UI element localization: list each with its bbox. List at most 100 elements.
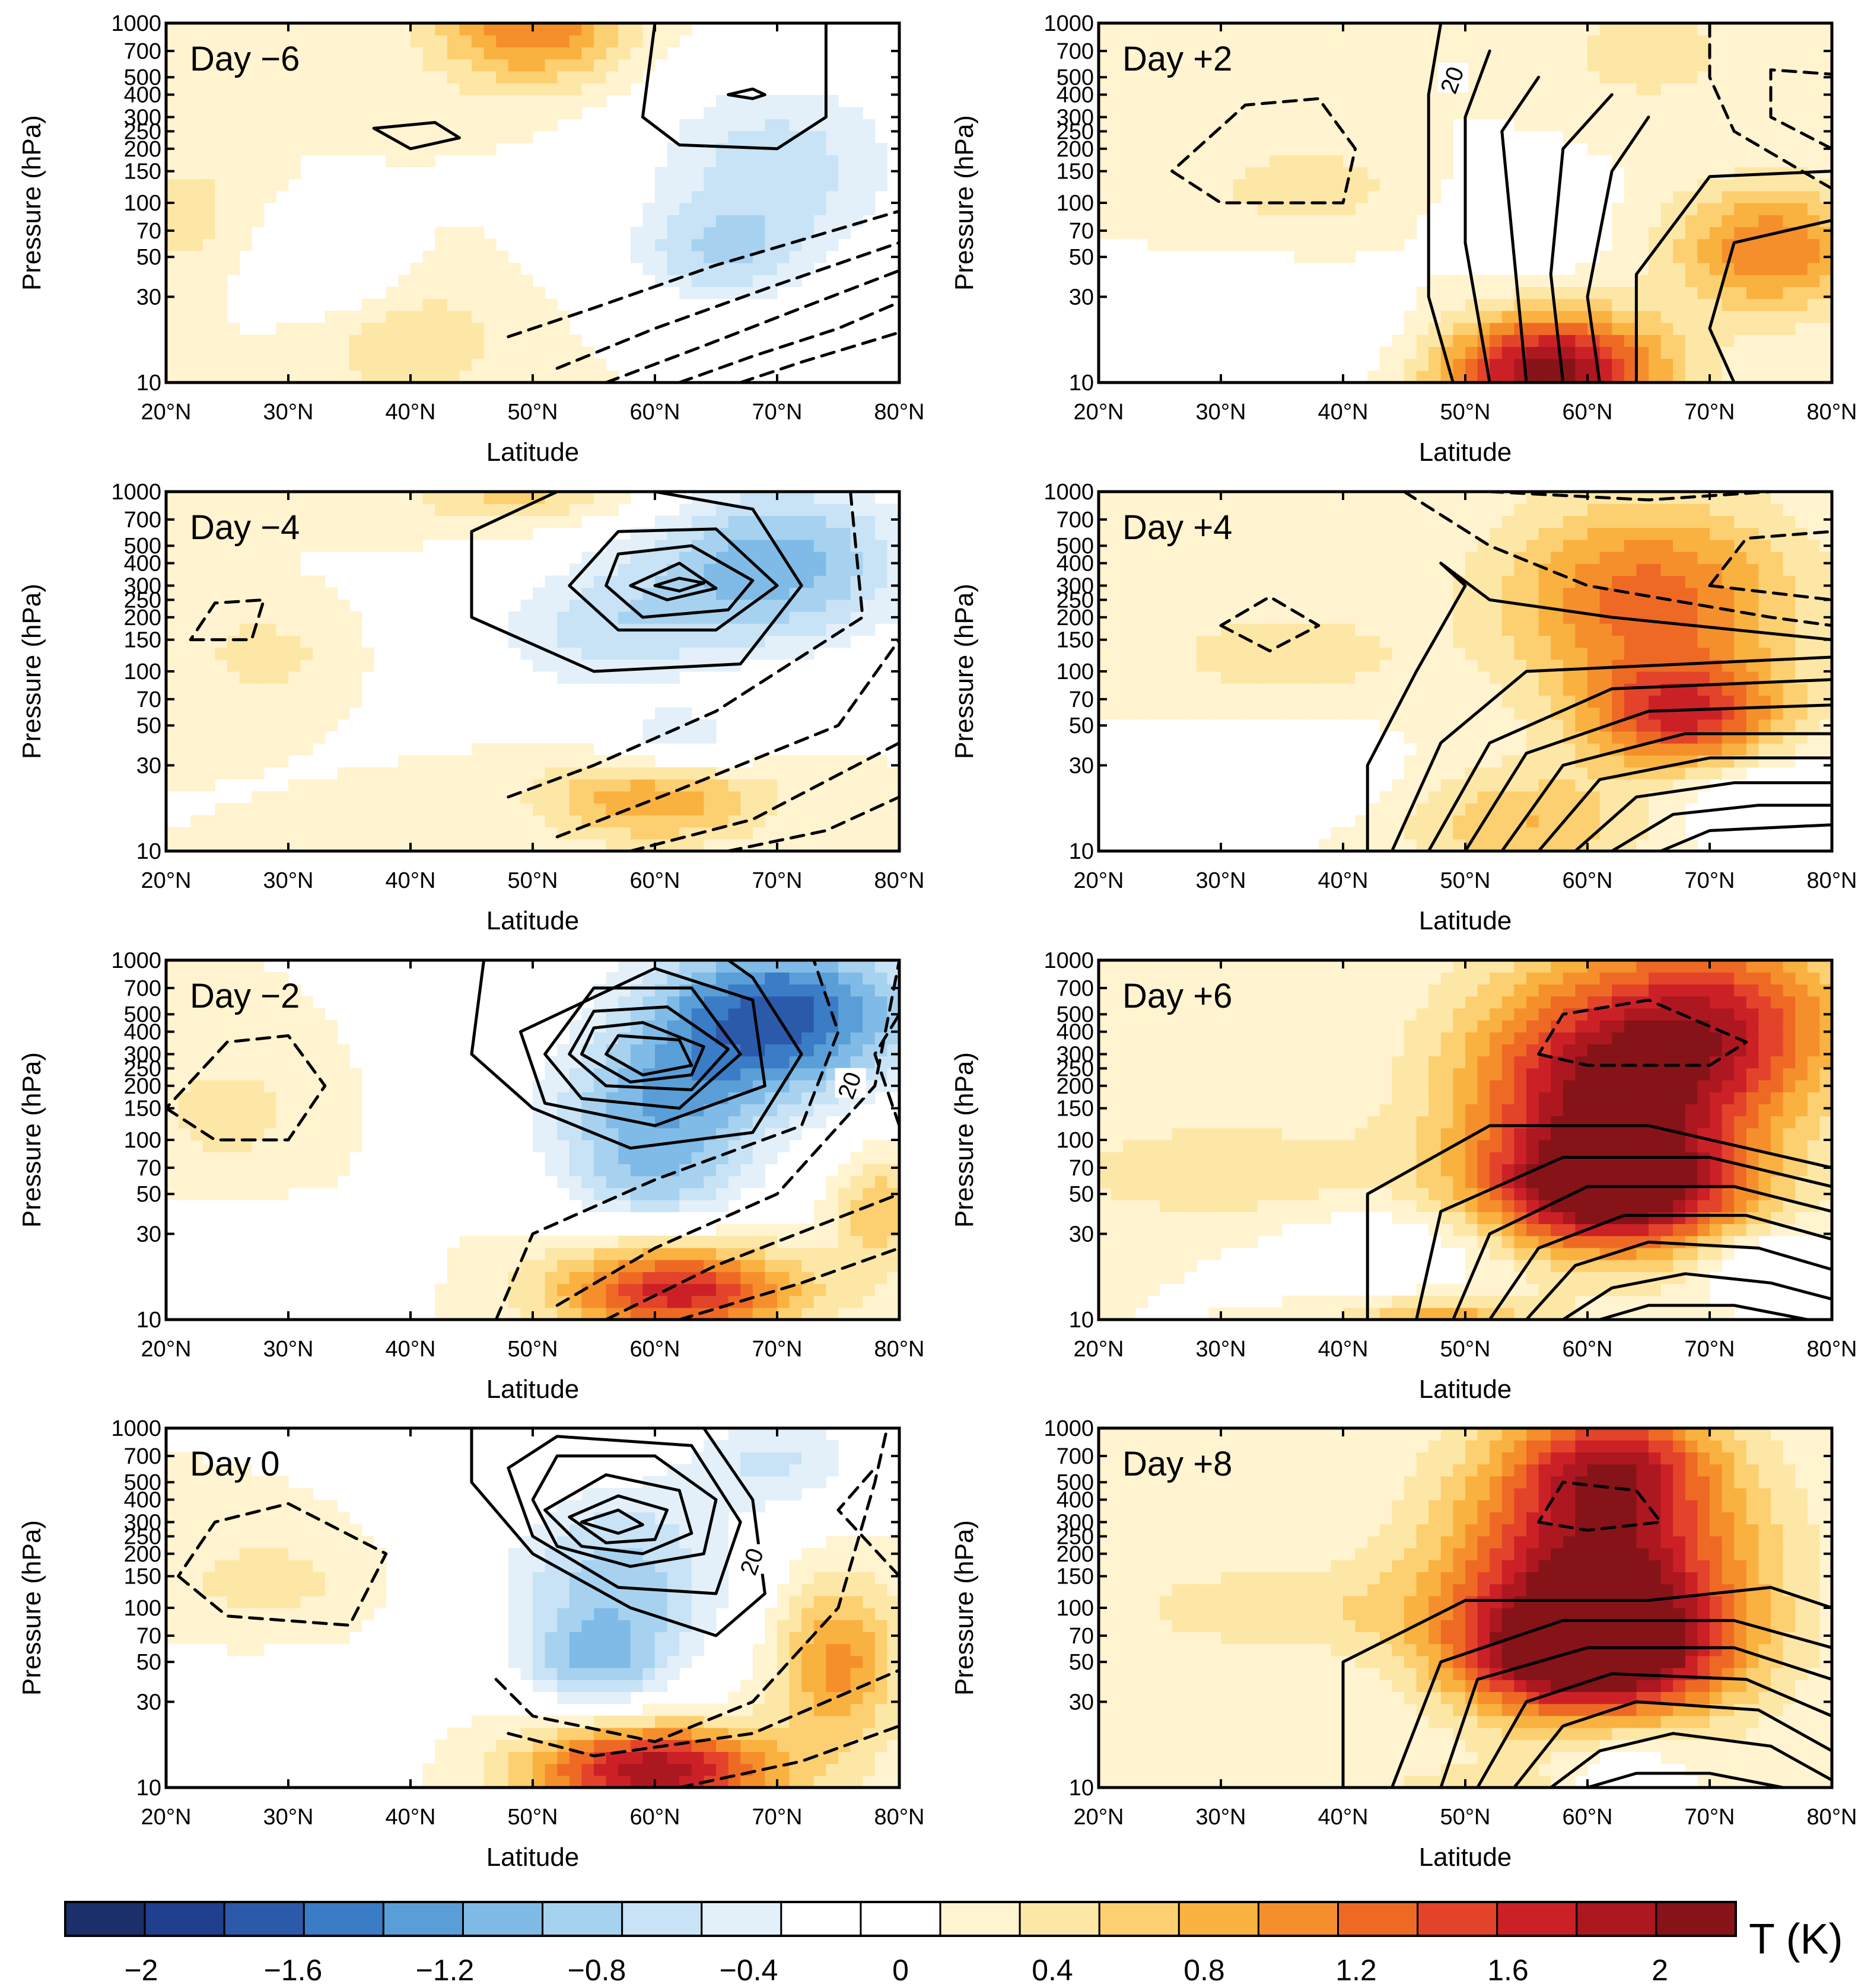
heatmap-cell bbox=[1538, 47, 1551, 60]
heatmap-cell bbox=[545, 370, 558, 383]
heatmap-cell bbox=[1184, 539, 1197, 552]
heatmap-cell bbox=[1649, 358, 1662, 371]
heatmap-cell bbox=[324, 671, 338, 684]
heatmap-cell bbox=[398, 83, 411, 95]
heatmap-cell bbox=[1331, 492, 1344, 504]
heatmap-cell bbox=[1685, 370, 1698, 383]
heatmap-cell bbox=[1343, 167, 1356, 180]
heatmap-cell bbox=[1331, 203, 1344, 215]
heatmap-cell bbox=[313, 23, 326, 36]
heatmap-cell bbox=[483, 346, 497, 359]
heatmap-cell bbox=[252, 803, 265, 815]
heatmap-cell bbox=[166, 334, 179, 347]
heatmap-cell bbox=[300, 107, 313, 120]
heatmap-cell bbox=[483, 143, 497, 155]
heatmap-cell bbox=[263, 71, 276, 84]
heatmap-cell bbox=[887, 767, 899, 780]
heatmap-cell bbox=[1257, 59, 1270, 72]
heatmap-cell bbox=[1673, 179, 1686, 192]
heatmap-cell bbox=[508, 119, 521, 132]
heatmap-cell bbox=[239, 552, 252, 564]
heatmap-cell bbox=[1624, 238, 1637, 251]
heatmap-cell bbox=[411, 492, 424, 504]
heatmap-cell bbox=[557, 346, 570, 359]
heatmap-cell bbox=[190, 334, 203, 347]
heatmap-cell bbox=[1673, 143, 1686, 155]
heatmap-cell bbox=[1440, 286, 1453, 300]
heatmap-cell bbox=[545, 504, 558, 516]
heatmap-cell bbox=[1172, 143, 1185, 155]
heatmap-cell bbox=[202, 275, 215, 287]
heatmap-cell bbox=[459, 59, 472, 72]
heatmap-cell bbox=[239, 215, 252, 227]
heatmap-cell bbox=[324, 647, 338, 660]
heatmap-cell bbox=[642, 839, 656, 851]
heatmap-cell bbox=[630, 779, 643, 792]
heatmap-cell bbox=[1318, 611, 1331, 624]
heatmap-cell bbox=[740, 515, 753, 528]
heatmap-cell bbox=[166, 731, 179, 744]
heatmap-cell bbox=[1660, 107, 1673, 120]
heatmap-cell bbox=[1440, 130, 1453, 144]
contour-negative bbox=[507, 209, 899, 339]
heatmap-cell bbox=[1404, 635, 1417, 648]
heatmap-cell bbox=[1514, 527, 1527, 540]
heatmap-cell bbox=[324, 334, 338, 347]
heatmap-cell bbox=[594, 791, 607, 804]
heatmap-cell bbox=[1490, 647, 1503, 660]
heatmap-cell bbox=[679, 167, 692, 180]
heatmap-cell bbox=[557, 803, 570, 815]
heatmap-cell bbox=[313, 539, 326, 552]
heatmap-cell bbox=[1783, 370, 1796, 383]
heatmap-cell bbox=[215, 839, 228, 851]
heatmap-cell bbox=[813, 527, 826, 540]
heatmap-cell bbox=[1379, 575, 1392, 588]
heatmap-cell bbox=[202, 323, 215, 335]
heatmap-cell bbox=[1416, 563, 1429, 576]
heatmap-cell bbox=[324, 358, 338, 371]
heatmap-cell bbox=[1771, 263, 1784, 275]
heatmap-cell bbox=[496, 839, 509, 851]
heatmap-cell bbox=[1538, 95, 1551, 107]
heatmap-cell bbox=[1257, 35, 1270, 47]
heatmap-cell bbox=[1453, 647, 1466, 660]
heatmap-cell bbox=[300, 35, 313, 47]
heatmap-cell bbox=[1147, 155, 1160, 167]
heatmap-cell bbox=[263, 527, 276, 540]
heatmap-cell bbox=[1428, 707, 1442, 720]
heatmap-cell bbox=[1587, 47, 1601, 60]
heatmap-cell bbox=[850, 827, 863, 840]
heatmap-cell bbox=[581, 815, 594, 828]
heatmap-cell bbox=[1624, 47, 1637, 60]
heatmap-cell bbox=[1343, 599, 1356, 612]
heatmap-cell bbox=[1490, 59, 1503, 72]
heatmap-cell bbox=[496, 286, 509, 300]
heatmap-cell bbox=[691, 275, 704, 287]
heatmap-cell bbox=[1660, 346, 1673, 359]
heatmap-cell bbox=[545, 71, 558, 84]
x-tick-label: 70°N bbox=[752, 400, 803, 425]
heatmap-cell bbox=[1306, 635, 1319, 648]
heatmap-cell bbox=[1599, 599, 1612, 612]
heatmap-cell bbox=[1819, 275, 1832, 287]
heatmap-cell bbox=[1233, 683, 1246, 696]
heatmap-cell bbox=[1221, 167, 1234, 180]
heatmap-cell bbox=[508, 827, 521, 840]
heatmap-cell bbox=[1184, 563, 1197, 576]
heatmap-cell bbox=[1428, 504, 1442, 516]
heatmap-cell bbox=[1624, 203, 1637, 215]
heatmap-cell bbox=[276, 803, 289, 815]
heatmap-cell bbox=[252, 130, 265, 144]
heatmap-cell bbox=[1416, 611, 1429, 624]
heatmap-cell bbox=[1172, 35, 1185, 47]
heatmap-cell bbox=[1306, 659, 1319, 672]
heatmap-cell bbox=[1575, 587, 1588, 600]
heatmap-cell bbox=[765, 791, 778, 804]
heatmap-cell bbox=[398, 370, 411, 383]
heatmap-cell bbox=[435, 323, 448, 335]
heatmap-cell bbox=[227, 552, 240, 564]
heatmap-cell bbox=[178, 275, 191, 287]
heatmap-cell bbox=[1807, 286, 1820, 300]
heatmap-cell bbox=[361, 47, 374, 60]
heatmap-cell bbox=[1233, 575, 1246, 588]
